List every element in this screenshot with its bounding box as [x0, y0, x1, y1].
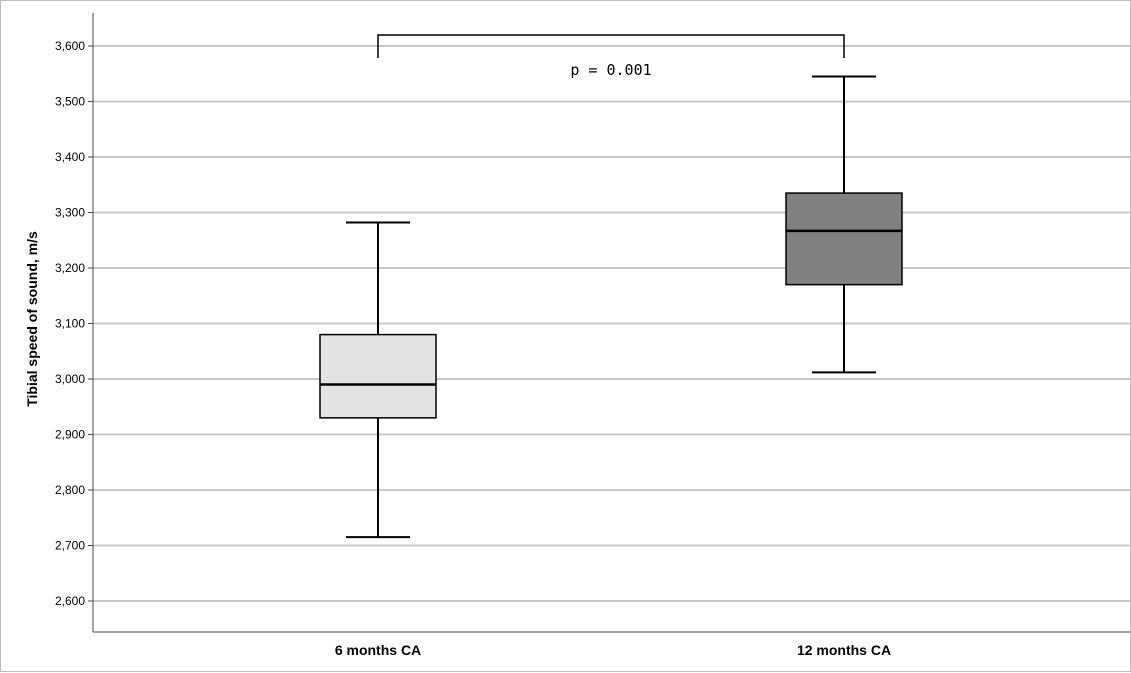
significance-bracket — [377, 34, 845, 58]
x-category-label: 12 months CA — [797, 642, 891, 658]
iqr-box — [785, 192, 903, 286]
gridlines — [88, 45, 1130, 602]
y-tick-label: 3,200 — [55, 261, 85, 275]
significance-annotation: p = 0.001 — [377, 34, 845, 79]
box-2 — [785, 75, 903, 374]
y-tick-labels: 2,600 2,700 2,800 2,900 3,000 3,100 3,200 3,300… — [55, 39, 85, 608]
y-tick-label: 3,300 — [55, 206, 85, 220]
y-tick-label: 2,900 — [55, 428, 85, 442]
y-tick-label: 3,500 — [55, 95, 85, 109]
boxes — [319, 75, 903, 539]
p-value-label: p = 0.001 — [570, 61, 651, 79]
y-axis-title: Tibial speed of sound, m/s — [24, 231, 40, 407]
y-tick-label: 2,600 — [55, 594, 85, 608]
box-1 — [319, 221, 437, 539]
y-tick-label: 3,400 — [55, 150, 85, 164]
y-tick-label: 3,000 — [55, 372, 85, 386]
y-tick-label: 2,800 — [55, 483, 85, 497]
iqr-box — [319, 333, 437, 419]
x-category-labels: 6 months CA 12 months CA — [335, 642, 891, 658]
y-tick-label: 3,100 — [55, 317, 85, 331]
y-tick-label: 3,600 — [55, 39, 85, 53]
x-category-label: 6 months CA — [335, 642, 421, 658]
y-tick-label: 2,700 — [55, 539, 85, 553]
